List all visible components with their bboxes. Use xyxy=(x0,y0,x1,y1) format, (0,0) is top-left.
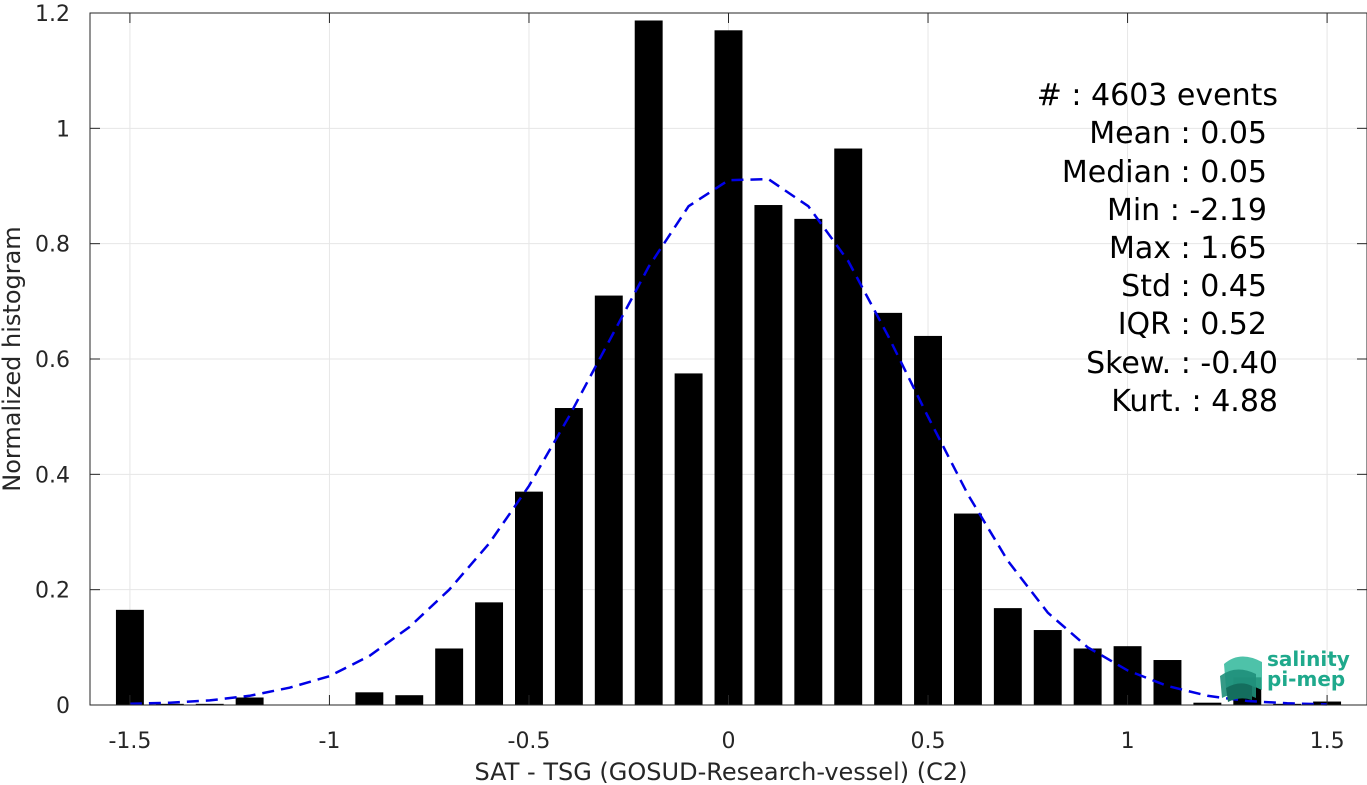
stats-iqr: IQR : 0.52 xyxy=(1118,307,1267,342)
histogram-bar xyxy=(1193,702,1222,705)
wave-logo-icon xyxy=(1220,656,1262,702)
x-tick-label: 1 xyxy=(1121,729,1135,754)
x-tick-label: -1.5 xyxy=(108,729,151,754)
x-tick-labels: -1.5 -1 -0.5 0 0.5 1 1.5 xyxy=(108,729,1344,754)
stats-kurt: Kurt. : 4.88 xyxy=(1111,384,1278,419)
histogram-bar xyxy=(115,609,144,705)
histogram-bar xyxy=(355,692,384,705)
histogram-bar xyxy=(914,335,942,705)
stats-max: Max : 1.65 xyxy=(1109,231,1267,266)
stats-events: # : 4603 events xyxy=(1037,78,1278,113)
histogram-bar xyxy=(395,695,424,705)
stats-skew: Skew. : -0.40 xyxy=(1086,346,1278,381)
histogram-bar xyxy=(674,373,703,705)
x-tick-label: 0 xyxy=(722,729,736,754)
stats-box: # : 4603 events Mean : 0.05 Median : 0.0… xyxy=(1037,78,1278,419)
histogram-bar xyxy=(794,218,823,705)
y-tick-label: 0.2 xyxy=(35,579,70,604)
y-tick-label: 1.2 xyxy=(35,2,70,27)
stats-min: Min : -2.19 xyxy=(1107,193,1267,228)
y-tick-label: 0.4 xyxy=(35,463,70,488)
y-axis-label: Normalized histogram xyxy=(0,226,26,491)
histogram-bar xyxy=(554,408,583,705)
histogram-bar xyxy=(195,703,224,705)
histogram-bar xyxy=(874,312,903,705)
x-tick-label: -1 xyxy=(318,729,340,754)
histogram-bar xyxy=(435,648,464,705)
logo-text-salinity: salinity xyxy=(1267,647,1350,671)
stats-mean: Mean : 0.05 xyxy=(1089,116,1267,151)
histogram-bar xyxy=(235,697,264,705)
x-axis-label: SAT - TSG (GOSUD-Research-vessel) (C2) xyxy=(475,758,968,785)
normal-fit-curve xyxy=(129,177,1328,706)
histogram-bar xyxy=(754,205,783,705)
histogram-bar xyxy=(993,608,1022,705)
histogram-bar xyxy=(714,30,743,706)
x-tick-label: -0.5 xyxy=(508,729,551,754)
histogram-bar xyxy=(1073,648,1102,705)
y-tick-label: 0 xyxy=(56,694,70,719)
logo-text-pi-mep: pi-mep xyxy=(1267,667,1345,691)
histogram-bar xyxy=(515,491,543,705)
y-tick-labels: 0 0.2 0.4 0.6 0.8 1 1.2 xyxy=(35,2,70,719)
histogram-bar xyxy=(634,20,663,706)
histogram-bar xyxy=(155,703,184,705)
histogram-bar xyxy=(1033,630,1062,705)
x-tick-label: 1.5 xyxy=(1310,729,1345,754)
stats-median: Median : 0.05 xyxy=(1062,155,1267,190)
axis-ticks xyxy=(90,12,1367,706)
y-tick-label: 0.6 xyxy=(35,348,70,373)
salinity-pi-mep-logo: salinity pi-mep xyxy=(1220,647,1350,702)
histogram-bar xyxy=(834,148,863,705)
histogram-bar xyxy=(475,602,504,705)
histogram-bar xyxy=(953,513,982,705)
x-tick-label: 0.5 xyxy=(911,729,946,754)
histogram-bar xyxy=(594,295,623,705)
stats-std: Std : 0.45 xyxy=(1121,269,1267,304)
y-tick-label: 0.8 xyxy=(35,233,70,258)
y-tick-label: 1 xyxy=(56,117,70,142)
